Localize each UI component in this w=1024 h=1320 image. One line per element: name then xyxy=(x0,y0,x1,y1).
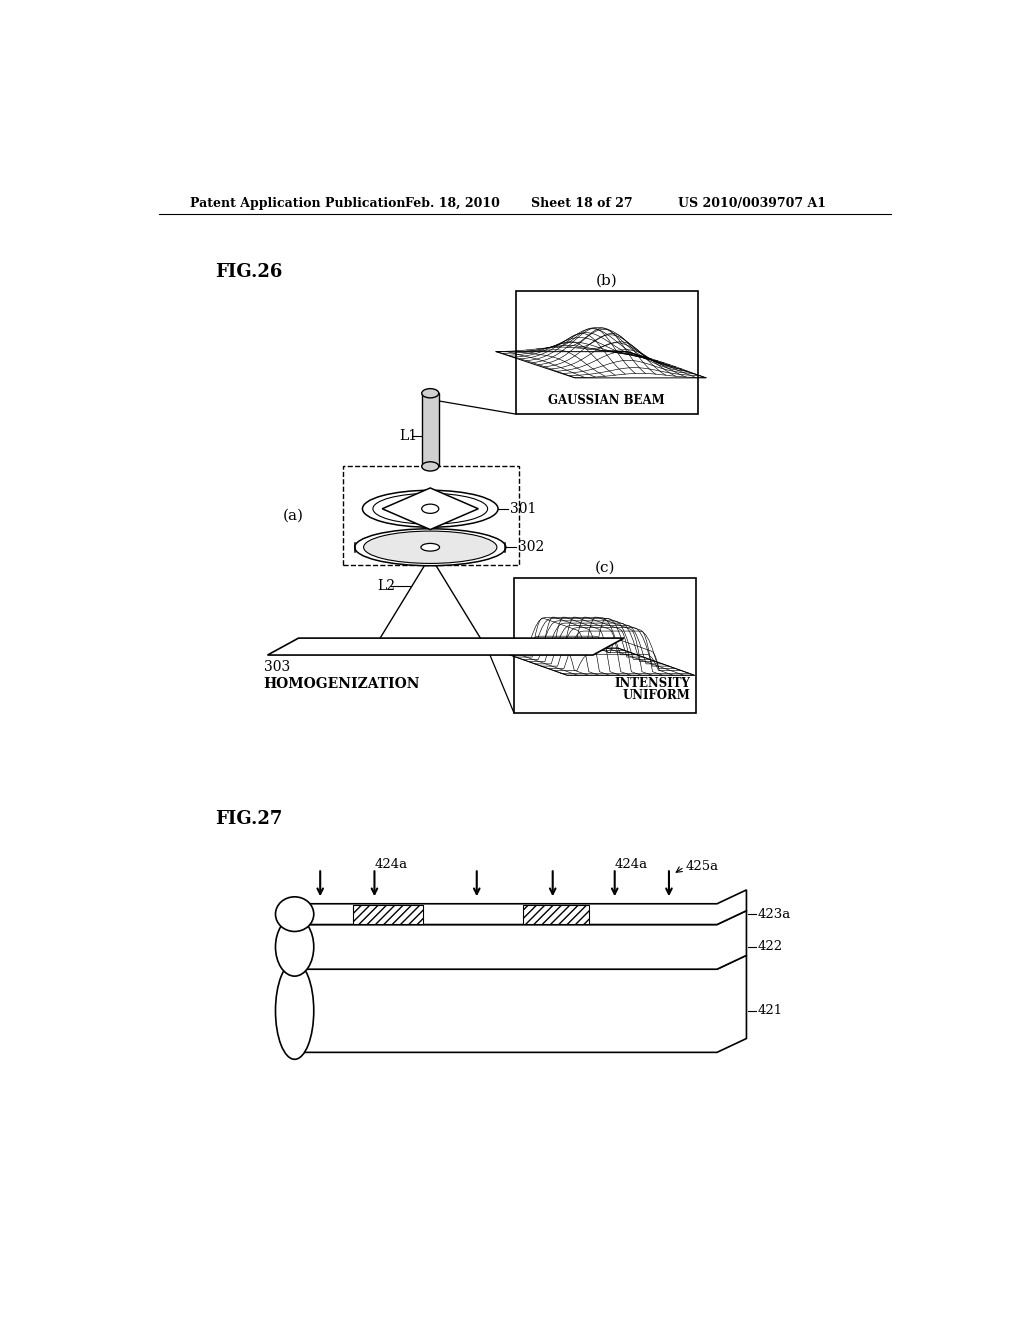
Text: 425a: 425a xyxy=(686,861,719,874)
Ellipse shape xyxy=(354,529,506,566)
Text: 421: 421 xyxy=(758,1005,782,1018)
Text: (a): (a) xyxy=(283,508,304,523)
Ellipse shape xyxy=(422,388,438,397)
Text: n$_1$: n$_1$ xyxy=(380,940,395,953)
Text: n$_1$: n$_1$ xyxy=(548,940,563,953)
Text: GAUSSIAN BEAM: GAUSSIAN BEAM xyxy=(548,393,665,407)
Polygon shape xyxy=(352,904,423,924)
Text: (b): (b) xyxy=(595,273,617,288)
Text: US 2010/0039707 A1: US 2010/0039707 A1 xyxy=(678,197,826,210)
Polygon shape xyxy=(295,911,746,969)
Text: n$_2$: n$_2$ xyxy=(632,940,647,953)
Ellipse shape xyxy=(364,531,497,564)
Text: Feb. 18, 2010: Feb. 18, 2010 xyxy=(406,197,501,210)
Text: FIG.27: FIG.27 xyxy=(215,810,283,828)
Ellipse shape xyxy=(275,917,313,977)
Polygon shape xyxy=(295,890,746,924)
Bar xyxy=(514,578,696,713)
Ellipse shape xyxy=(422,504,438,513)
Polygon shape xyxy=(382,488,478,529)
Text: Sheet 18 of 27: Sheet 18 of 27 xyxy=(531,197,633,210)
Text: 424a: 424a xyxy=(614,858,648,871)
Text: 301: 301 xyxy=(510,502,537,516)
Ellipse shape xyxy=(421,544,439,552)
Text: 422: 422 xyxy=(758,940,782,953)
Bar xyxy=(343,466,519,565)
Text: n$_2$: n$_2$ xyxy=(315,940,331,953)
Polygon shape xyxy=(523,904,589,924)
Text: (c): (c) xyxy=(594,561,614,576)
Text: Patent Application Publication: Patent Application Publication xyxy=(190,197,406,210)
Ellipse shape xyxy=(275,896,313,932)
Ellipse shape xyxy=(362,490,498,527)
Text: UNIFORM: UNIFORM xyxy=(623,689,690,702)
Bar xyxy=(515,290,697,414)
Text: INTENSITY: INTENSITY xyxy=(614,677,690,690)
Ellipse shape xyxy=(275,962,313,1059)
Text: HOMOGENIZATION: HOMOGENIZATION xyxy=(263,677,420,692)
Ellipse shape xyxy=(422,462,438,471)
Ellipse shape xyxy=(373,494,487,524)
Text: n$_2$: n$_2$ xyxy=(465,940,480,953)
Text: 303: 303 xyxy=(263,660,290,673)
Text: 424a: 424a xyxy=(375,858,408,871)
Polygon shape xyxy=(267,638,624,655)
Polygon shape xyxy=(295,956,746,1052)
Text: 302: 302 xyxy=(518,540,544,554)
Text: L2: L2 xyxy=(378,578,395,593)
Text: FIG.26: FIG.26 xyxy=(215,264,283,281)
Bar xyxy=(422,393,438,466)
Text: 423a: 423a xyxy=(758,908,791,920)
Text: L1: L1 xyxy=(399,429,418,442)
